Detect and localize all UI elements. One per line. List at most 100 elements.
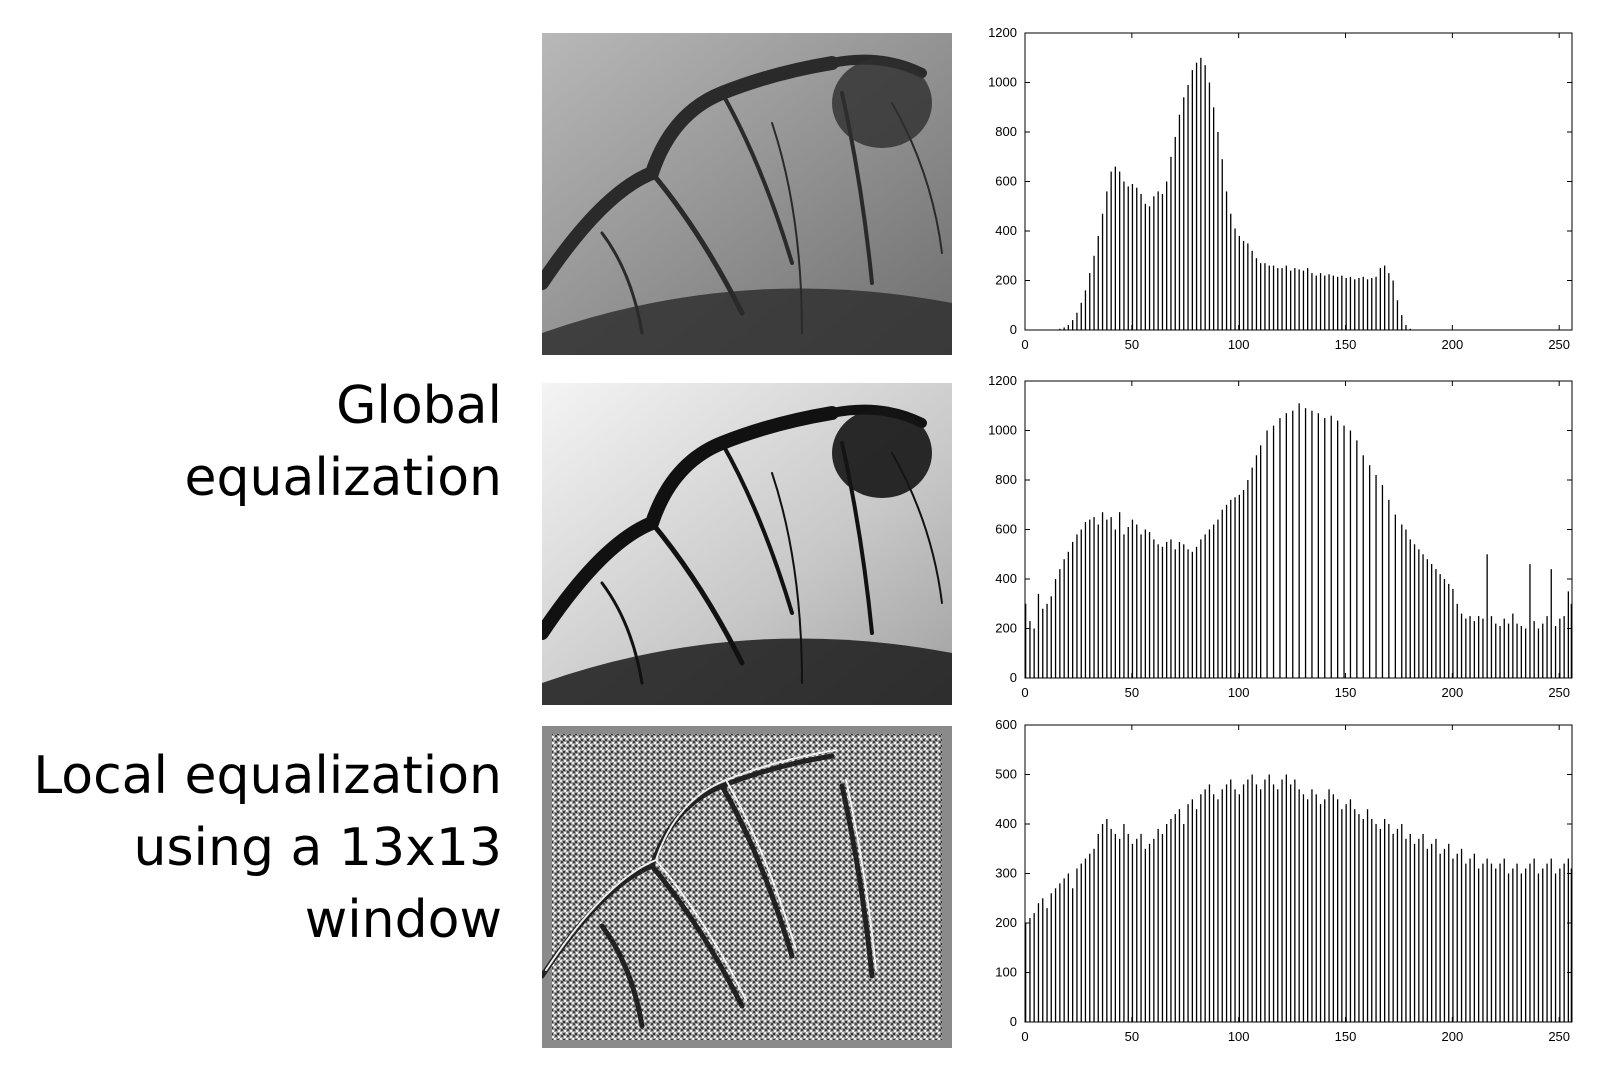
histogram-bar bbox=[1409, 833, 1411, 1022]
histogram-bar bbox=[1046, 603, 1048, 679]
histogram-bar bbox=[1354, 279, 1356, 330]
histogram-bar bbox=[1204, 534, 1206, 678]
y-tick-label: 300 bbox=[995, 866, 1017, 881]
histogram-bar bbox=[1298, 789, 1300, 1022]
histogram-bar bbox=[1264, 263, 1266, 330]
histogram-bar bbox=[1178, 809, 1181, 1022]
histogram-bar bbox=[1264, 779, 1266, 1022]
x-tick-label: 250 bbox=[1548, 685, 1570, 700]
histogram-bar bbox=[1328, 789, 1330, 1022]
histogram-bar bbox=[1452, 588, 1454, 678]
x-tick-label: 0 bbox=[1021, 685, 1028, 700]
x-tick-label: 150 bbox=[1335, 1029, 1357, 1044]
y-tick-label: 800 bbox=[995, 472, 1017, 487]
histogram-bar bbox=[1170, 819, 1172, 1022]
y-tick-label: 100 bbox=[995, 965, 1017, 980]
histogram-bar bbox=[1097, 235, 1099, 330]
histogram-bar bbox=[1110, 828, 1112, 1022]
histogram-bar bbox=[1435, 569, 1437, 678]
histogram-bar bbox=[1473, 621, 1475, 678]
histogram-bar bbox=[1127, 527, 1129, 678]
histogram-bar bbox=[1204, 65, 1206, 330]
histogram-bar bbox=[1495, 623, 1497, 678]
histogram-bar bbox=[1114, 166, 1116, 330]
histogram-bar bbox=[1046, 908, 1048, 1022]
histogram-bar bbox=[1200, 794, 1202, 1022]
y-tick-label: 0 bbox=[1010, 1014, 1017, 1029]
histogram-bar bbox=[1234, 789, 1236, 1022]
histogram-bar bbox=[1298, 403, 1300, 678]
histogram-bar bbox=[1319, 273, 1322, 330]
histogram-bar bbox=[1166, 541, 1168, 678]
histogram-bar bbox=[1136, 838, 1138, 1022]
histogram-bar bbox=[1183, 544, 1185, 678]
histogram-bar bbox=[1166, 181, 1168, 330]
histogram-bar bbox=[1084, 290, 1087, 330]
histogram-bar bbox=[1324, 418, 1326, 678]
histogram-bar bbox=[1520, 626, 1522, 678]
histogram-bar bbox=[1546, 616, 1548, 678]
histogram-bar bbox=[1379, 268, 1381, 330]
histogram-bar bbox=[1413, 843, 1416, 1022]
histogram-bar bbox=[1473, 853, 1475, 1022]
histogram-bar bbox=[1080, 529, 1082, 678]
histogram-bar bbox=[1401, 315, 1403, 330]
original-histogram: 0 50 100 150 200 250 0 200 400 600 800 1000 1200 bbox=[975, 20, 1598, 372]
histogram-bar bbox=[1503, 618, 1505, 678]
y-tick-label: 1200 bbox=[988, 373, 1017, 388]
histogram-bar bbox=[1268, 774, 1270, 1022]
histogram-bar bbox=[1272, 265, 1275, 330]
y-tick-label: 200 bbox=[995, 621, 1017, 636]
histogram-bar bbox=[1234, 497, 1236, 678]
histogram-bar bbox=[1315, 794, 1317, 1022]
histogram-bar bbox=[1093, 517, 1095, 678]
histogram-bar bbox=[1174, 549, 1176, 678]
local-label-line-2: using a 13x13 bbox=[133, 818, 503, 878]
histogram-bar bbox=[1413, 544, 1416, 678]
histogram-bar bbox=[1345, 804, 1347, 1022]
histogram-bar bbox=[1101, 512, 1104, 678]
histogram-bar bbox=[1187, 804, 1189, 1022]
histogram-bar bbox=[1247, 243, 1249, 330]
histogram-bar bbox=[1084, 522, 1087, 678]
histogram-bar bbox=[1486, 858, 1488, 1022]
x-tick-label: 200 bbox=[1441, 337, 1463, 352]
histogram-bar bbox=[1221, 789, 1223, 1022]
histogram-bar bbox=[1388, 273, 1390, 330]
histogram-bar bbox=[1439, 574, 1441, 678]
histogram-bar bbox=[1251, 467, 1253, 678]
histogram-bar bbox=[1208, 82, 1211, 330]
histogram-bar bbox=[1396, 300, 1399, 330]
histogram-bar bbox=[1570, 868, 1572, 1022]
histogram-bar bbox=[1097, 524, 1099, 678]
histogram-bar bbox=[1127, 833, 1129, 1022]
histogram-bar bbox=[1426, 848, 1428, 1023]
histogram-bar bbox=[1042, 898, 1044, 1023]
histogram-bar bbox=[1354, 809, 1356, 1022]
histogram-bar bbox=[1200, 57, 1202, 331]
histogram-bar bbox=[1554, 626, 1557, 678]
histogram-bar bbox=[1089, 519, 1091, 678]
histogram-bar bbox=[1123, 534, 1125, 678]
y-tick-label: 500 bbox=[995, 767, 1017, 782]
histogram-bar bbox=[1570, 603, 1572, 679]
histogram-bar bbox=[1260, 263, 1262, 330]
histogram-bar bbox=[1106, 191, 1108, 330]
histogram-bar bbox=[1542, 623, 1544, 678]
histogram-bar bbox=[1251, 250, 1253, 330]
histogram-bar bbox=[1140, 833, 1142, 1022]
histogram-bar bbox=[1076, 868, 1078, 1022]
histogram-bar bbox=[1426, 559, 1428, 678]
histogram-bar bbox=[1277, 789, 1279, 1022]
histogram-bar bbox=[1174, 136, 1176, 330]
y-tick-label: 600 bbox=[995, 174, 1017, 189]
histogram-bar bbox=[1170, 156, 1172, 331]
histogram-bar bbox=[1279, 418, 1281, 678]
y-tick-label: 400 bbox=[995, 816, 1017, 831]
histogram-bar bbox=[1136, 524, 1138, 678]
histogram-bar bbox=[1302, 794, 1305, 1022]
histogram-bar bbox=[1520, 873, 1522, 1022]
histogram-bar bbox=[1238, 794, 1240, 1022]
histogram-bar bbox=[1213, 107, 1215, 331]
x-tick-label: 100 bbox=[1228, 685, 1250, 700]
